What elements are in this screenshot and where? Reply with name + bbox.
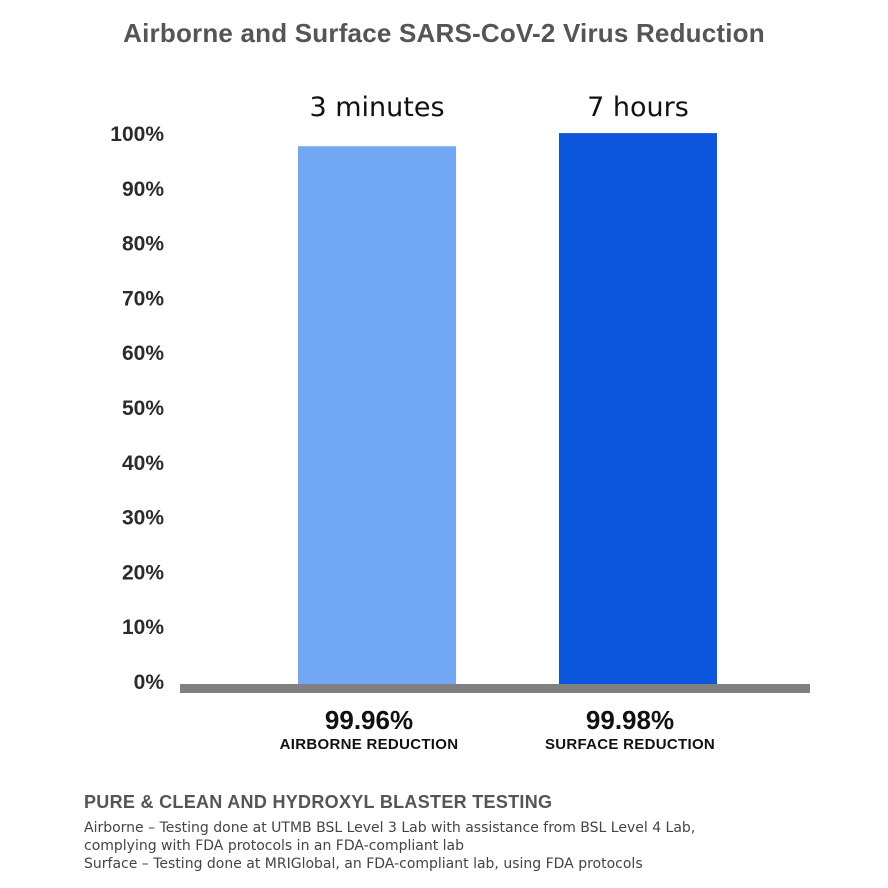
- bar-labels: 3 minutes 99.96%AIRBORNE REDUCTION 7 hours…: [280, 92, 715, 753]
- bar-value-label: 99.98%: [586, 705, 674, 735]
- y-tick-label: 30%: [122, 507, 164, 530]
- bar-duration-label: 7 hours: [587, 92, 689, 123]
- bar-caption-label: SURFACE REDUCTION: [545, 736, 715, 753]
- bars: [298, 133, 717, 685]
- y-axis-ticks: 0% 10% 20% 30% 40% 50% 60% 70% 80% 90% 100%: [110, 123, 164, 694]
- footer-title: PURE & CLEAN AND HYDROXYL BLASTER TESTIN…: [84, 792, 553, 812]
- y-tick-label: 50%: [122, 397, 164, 420]
- y-tick-label: 40%: [122, 452, 164, 475]
- bar-value-label: 99.96%: [325, 705, 413, 735]
- bar-chart: 0% 10% 20% 30% 40% 50% 60% 70% 80% 90% 100% 3 minu…: [110, 92, 810, 753]
- y-tick-label: 70%: [122, 287, 164, 310]
- bar-surface: [559, 133, 717, 684]
- x-axis-baseline: [180, 684, 810, 693]
- y-tick-label: 10%: [122, 616, 164, 639]
- y-tick-label: 90%: [122, 178, 164, 201]
- y-tick-label: 0%: [134, 671, 165, 694]
- footer-line-1: Airborne – Testing done at UTMB BSL Leve…: [84, 820, 696, 836]
- footer-line-2: complying with FDA protocols in an FDA-c…: [84, 838, 465, 854]
- chart-title: Airborne and Surface SARS-CoV-2 Virus Re…: [123, 18, 765, 48]
- bar-caption-label: AIRBORNE REDUCTION: [280, 736, 459, 753]
- bar-airborne: [298, 146, 456, 685]
- footer-notes: PURE & CLEAN AND HYDROXYL BLASTER TESTIN…: [84, 792, 864, 873]
- y-tick-label: 100%: [110, 123, 164, 146]
- y-tick-label: 80%: [122, 233, 164, 256]
- bar-duration-label: 3 minutes: [309, 92, 444, 123]
- footer-line-3: Surface – Testing done at MRIGlobal, an …: [84, 856, 643, 872]
- y-tick-label: 20%: [122, 561, 164, 584]
- y-tick-label: 60%: [122, 342, 164, 365]
